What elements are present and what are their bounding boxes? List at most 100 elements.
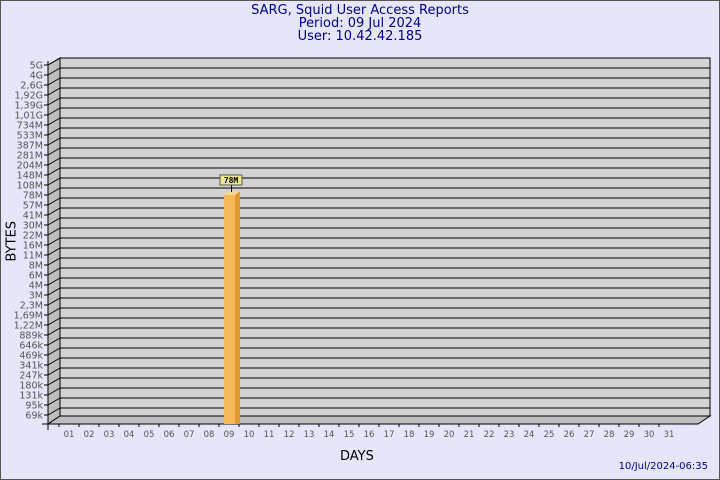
- chart-title: SARG, Squid User Access Reports: [251, 3, 469, 18]
- grid-line-diagonal: [47, 157, 61, 166]
- x-tick-label: 13: [304, 430, 315, 440]
- y-tick-label: 281M: [17, 151, 43, 162]
- x-tick-label: 28: [604, 430, 615, 440]
- grid-line-diagonal: [47, 207, 61, 216]
- grid-line-diagonal: [47, 167, 61, 176]
- grid-line-diagonal: [47, 197, 61, 206]
- y-tick-label: 22M: [23, 231, 43, 242]
- y-tick-label: 341k: [19, 361, 43, 372]
- grid-line-diagonal: [47, 327, 61, 336]
- grid-line-diagonal: [47, 347, 61, 356]
- x-tick-label: 08: [204, 430, 215, 440]
- x-tick-label: 17: [384, 430, 395, 440]
- y-tick-label: 8M: [29, 261, 43, 272]
- y-tick-label: 16M: [23, 241, 43, 252]
- x-tick-label: 02: [84, 430, 95, 440]
- grid-line-diagonal: [47, 77, 61, 86]
- x-tick-label: 07: [184, 430, 195, 440]
- y-tick-label: 2,6G: [21, 81, 43, 92]
- grid-line-diagonal: [47, 97, 61, 106]
- y-tick-label: 387M: [17, 141, 43, 152]
- y-tick-label: 1,39G: [14, 101, 43, 112]
- grid-line-diagonal: [47, 217, 61, 226]
- grid-line-diagonal: [47, 87, 61, 96]
- grid-line-diagonal: [47, 247, 61, 256]
- x-tick-label: 29: [624, 430, 635, 440]
- x-tick-label: 25: [544, 430, 555, 440]
- y-tick-label: 1,22M: [14, 321, 43, 332]
- grid-line-diagonal: [47, 397, 61, 406]
- grid-line-diagonal: [47, 277, 61, 286]
- x-tick-label: 24: [524, 430, 535, 440]
- bar: [224, 195, 235, 424]
- grid-line-diagonal: [47, 117, 61, 126]
- grid-line-diagonal: [47, 187, 61, 196]
- grid-line-diagonal: [47, 317, 61, 326]
- y-tick-label: 1,69M: [14, 311, 43, 322]
- chart-period: Period: 09 Jul 2024: [298, 16, 422, 31]
- grid-line-diagonal: [47, 367, 61, 376]
- y-tick-label: 6M: [29, 271, 43, 282]
- grid-line-diagonal: [47, 177, 61, 186]
- grid-line-diagonal: [47, 297, 61, 306]
- x-tick-label: 01: [64, 430, 75, 440]
- plot-back-wall: [59, 57, 711, 417]
- grid-line-diagonal: [47, 267, 61, 276]
- y-tick-label: 1,01G: [14, 111, 43, 122]
- y-tick-label: 131k: [19, 391, 43, 402]
- grid-line-diagonal: [47, 287, 61, 296]
- y-tick-label: 180k: [19, 381, 43, 392]
- y-tick-label: 4G: [30, 71, 43, 82]
- y-tick-label: 5G: [30, 61, 43, 72]
- y-tick-label: 734M: [17, 121, 43, 132]
- y-tick-label: 41M: [23, 211, 43, 222]
- plot-floor: [46, 415, 712, 425]
- grid-line-diagonal: [47, 257, 61, 266]
- y-axis-label: BYTES: [4, 220, 20, 262]
- bar-side: [235, 191, 240, 424]
- y-tick-label: 57M: [23, 201, 43, 212]
- x-tick-label: 10: [244, 430, 255, 440]
- y-tick-label: 469k: [19, 351, 43, 362]
- y-tick-label: 4M: [29, 281, 43, 292]
- grid-line-diagonal: [47, 67, 61, 76]
- data-label-box: [219, 174, 243, 186]
- x-tick-label: 18: [404, 430, 415, 440]
- x-tick-label: 23: [504, 430, 515, 440]
- grid-line-diagonal: [47, 307, 61, 316]
- x-tick-label: 15: [344, 430, 355, 440]
- y-tick-label: 148M: [17, 171, 43, 182]
- grid-line-diagonal: [47, 127, 61, 136]
- y-tick-label: 2,3M: [20, 301, 43, 312]
- grid-line-diagonal: [47, 407, 61, 416]
- x-tick-label: 14: [324, 430, 335, 440]
- x-tick-label: 22: [484, 430, 495, 440]
- chart-user: User: 10.42.42.185: [297, 29, 423, 44]
- y-tick-label: 69k: [25, 411, 43, 422]
- x-axis-label: DAYS: [340, 449, 374, 464]
- y-tick-label: 1,92G: [14, 91, 43, 102]
- y-tick-label: 3M: [29, 291, 43, 302]
- x-tick-label: 11: [264, 430, 275, 440]
- x-tick-label: 06: [164, 430, 175, 440]
- x-tick-label: 16: [364, 430, 375, 440]
- grid-line-diagonal: [47, 237, 61, 246]
- x-tick-label: 19: [424, 430, 435, 440]
- x-tick-label: 03: [104, 430, 115, 440]
- y-tick-label: 204M: [17, 161, 43, 172]
- y-tick-label: 108M: [17, 181, 43, 192]
- x-tick-label: 27: [584, 430, 595, 440]
- data-label: 78M: [224, 176, 239, 185]
- y-tick-label: 247k: [19, 371, 43, 382]
- x-tick-label: 20: [444, 430, 455, 440]
- timestamp: 10/Jul/2024-06:35: [618, 461, 708, 472]
- x-tick-label: 31: [664, 430, 675, 440]
- grid-line-diagonal: [47, 387, 61, 396]
- x-tick-label: 21: [464, 430, 475, 440]
- grid-line-diagonal: [47, 147, 61, 156]
- bar-top: [224, 191, 240, 195]
- y-tick-label: 30M: [23, 221, 43, 232]
- grid-line-diagonal: [47, 337, 61, 346]
- grid-line-diagonal: [47, 107, 61, 116]
